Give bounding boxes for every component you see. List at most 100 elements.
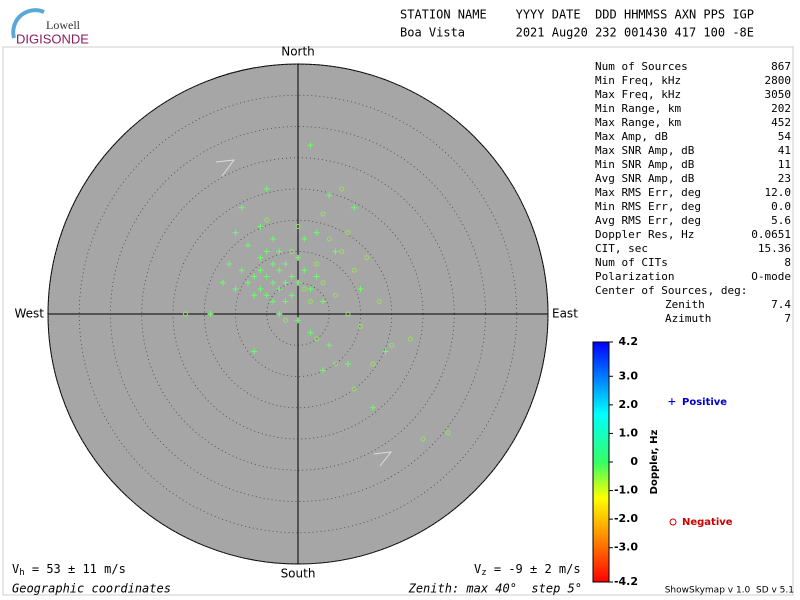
source-point: [351, 386, 357, 392]
source-point: [295, 254, 301, 261]
source-point: [358, 324, 363, 329]
velocity-arrow: [373, 451, 393, 467]
stat-value: 867: [771, 60, 791, 73]
version-label: ShowSkymap v 1.0 SD v 5.1: [665, 586, 794, 596]
source-point: [232, 229, 239, 236]
source-point: [376, 299, 382, 304]
stat-value: 54: [778, 130, 792, 143]
source-point: [264, 217, 270, 223]
center-label: Zenith: [665, 298, 705, 311]
stat-label: Max Freq, kHz: [595, 88, 681, 101]
source-point: [263, 186, 270, 192]
source-point: [276, 286, 283, 292]
direction-label: South: [281, 567, 316, 581]
source-point: [276, 311, 283, 317]
legend-marker: [669, 518, 677, 526]
source-point: [389, 342, 395, 348]
colorbar: [592, 341, 610, 583]
coords-label: Geographic coordinates: [12, 582, 171, 596]
source-point: [364, 255, 370, 261]
colorbar-tick-label: 1.0: [619, 426, 639, 439]
colorbar-tick-label: 4.2: [619, 335, 639, 348]
source-point: [295, 224, 301, 229]
stat-value: 5.6: [771, 214, 791, 227]
source-point: [326, 342, 333, 349]
source-point: [257, 267, 264, 274]
source-point: [251, 348, 258, 355]
source-point: [445, 430, 451, 436]
logo-top: Lowell: [46, 18, 81, 32]
source-point: [314, 336, 320, 342]
source-point: [357, 286, 364, 292]
logo-bottom: DIGISONDE: [16, 31, 89, 46]
source-point: [320, 298, 326, 305]
source-point: [320, 367, 326, 374]
source-point: [270, 279, 276, 286]
source-point: [345, 361, 351, 367]
source-point: [263, 273, 270, 280]
source-point: [326, 192, 333, 199]
direction-label: West: [14, 307, 44, 321]
stat-label: Max RMS Err, deg: [595, 186, 701, 199]
stat-label: Min RMS Err, deg: [595, 200, 701, 213]
source-point: [351, 267, 357, 273]
vh-symbol: V: [12, 562, 19, 576]
stat-label: Polarization: [595, 270, 674, 283]
source-point: [332, 248, 339, 255]
stat-value: 3050: [765, 88, 792, 101]
stat-value: 23: [778, 172, 791, 185]
velocity-arrow: [215, 159, 236, 177]
vz-label: Vz = -9 ± 2 m/s: [474, 562, 581, 578]
vz-sub: z: [481, 568, 486, 578]
source-point: [345, 311, 351, 317]
source-point: [308, 299, 313, 304]
source-point: [263, 248, 270, 255]
header-line: Boa Vista 2021 Aug20 232 001430 417 100 …: [400, 26, 754, 40]
source-point: [307, 329, 314, 336]
stat-value: 0.0: [771, 200, 791, 213]
source-point: [270, 236, 276, 242]
source-point: [238, 267, 245, 274]
frame: [2, 46, 794, 596]
source-point: [251, 292, 258, 299]
colorbar-tick-label: 0: [630, 455, 638, 468]
source-point: [345, 230, 351, 236]
source-point: [370, 361, 376, 367]
vz-text: = -9 ± 2 m/s: [487, 562, 581, 576]
vz-symbol: V: [474, 562, 481, 576]
source-point: [263, 292, 270, 299]
stat-label: Max SNR Amp, dB: [595, 144, 695, 157]
source-point: [339, 186, 345, 192]
source-point: [207, 311, 214, 317]
center-label: Azimuth: [665, 312, 711, 325]
vh-label: Vh = 53 ± 11 m/s: [12, 562, 126, 578]
source-point: [282, 261, 289, 267]
colorbar-tick-label: -3.0: [614, 541, 638, 554]
source-point: [307, 142, 314, 149]
source-point: [257, 254, 264, 261]
source-point: [226, 261, 233, 267]
source-point: [282, 298, 289, 305]
direction-label: East: [552, 307, 578, 321]
source-point: [251, 273, 258, 280]
source-point: [301, 236, 308, 242]
source-point: [183, 311, 188, 317]
source-point: [238, 204, 245, 211]
source-point: [333, 361, 338, 367]
source-point: [257, 286, 264, 292]
legend-marker: +: [668, 395, 676, 410]
stat-label: Min SNR Amp, dB: [595, 158, 695, 171]
source-point: [232, 286, 239, 292]
source-point: [295, 317, 301, 324]
source-point: [270, 298, 276, 305]
zenith-label: Zenith: max 40° step 5°: [408, 582, 582, 596]
source-point: [351, 204, 358, 211]
source-point: [276, 248, 283, 255]
logo-arc: [11, 8, 45, 39]
source-point: [295, 279, 301, 286]
source-point: [370, 404, 376, 411]
source-point: [339, 249, 345, 254]
source-point: [289, 249, 295, 254]
source-point: [326, 236, 332, 242]
colorbar-tick-label: -2.0: [614, 512, 638, 525]
